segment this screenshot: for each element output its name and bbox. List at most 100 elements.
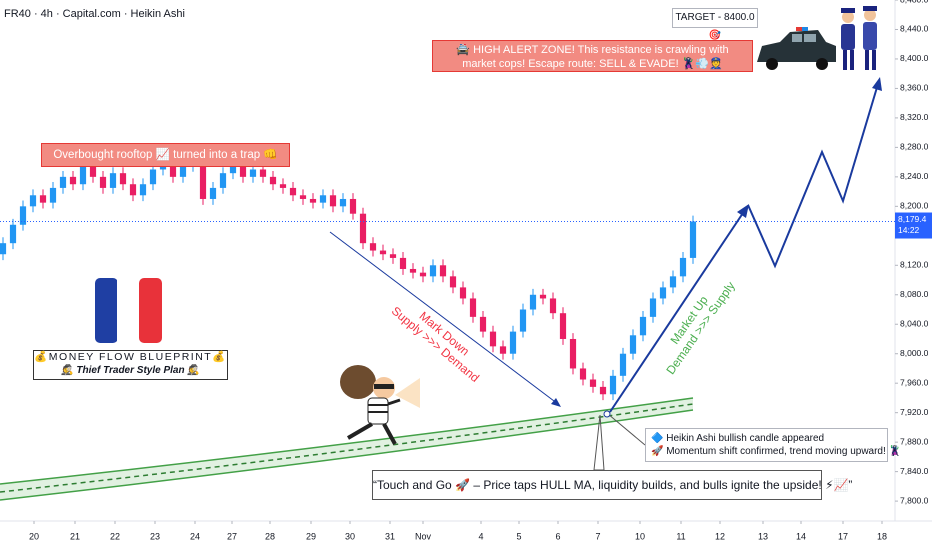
candle-body [329,195,337,207]
x-tick-label: 27 [227,531,237,541]
candle-body [249,169,257,177]
candle-body [549,298,557,314]
x-tick-label: 31 [385,531,395,541]
y-tick-label: 8,480.0 [900,0,929,4]
candle-body [229,165,237,174]
candle-body [679,257,687,277]
y-tick-label: 8,400.0 [900,53,929,63]
x-tick-label: 7 [595,531,600,541]
x-tick-label: 12 [715,531,725,541]
candle-body [279,184,287,188]
candle-body [119,173,127,185]
candle-body [339,198,347,207]
x-tick-label: 5 [516,531,521,541]
candle-body [399,257,407,269]
candle-body [349,198,357,214]
candle-body [59,176,67,188]
candle-body [579,368,587,380]
x-tick-label: 20 [29,531,39,541]
thief-illustration [340,365,420,445]
x-tick-label: 13 [758,531,768,541]
candle-body [239,165,247,177]
callout-box: 🔷 Heikin Ashi bullish candle appeared 🚀 … [645,428,901,462]
candle-body [519,309,527,332]
y-tick-label: 8,360.0 [900,83,929,93]
brand-title: 💰MONEY FLOW BLUEPRINT💰 [34,351,227,363]
candle-body [369,243,377,251]
candle-body [589,379,597,387]
arrowhead [551,398,561,407]
candle-body [49,187,57,203]
callout-line: 🔷 Heikin Ashi bullish candle appeared [651,433,825,444]
candle-body [489,331,497,347]
arrowhead [872,77,882,91]
candle-body [409,268,417,273]
candle-body [689,221,697,258]
candle-body [259,169,267,177]
rooftop-note: Overbought rooftop 📈 turned into a trap … [41,143,290,167]
candle-body [9,224,17,244]
y-tick-label: 8,200.0 [900,201,929,211]
alert-note: 🚔 HIGH ALERT ZONE! This resistance is cr… [432,40,753,72]
callout-pointer [607,413,646,446]
brand-box: 💰MONEY FLOW BLUEPRINT💰 🕵️ Thief Trader S… [33,350,228,380]
x-tick-label: 21 [70,531,80,541]
candle-body [209,187,217,199]
candle-body [429,265,437,277]
candle-body [39,195,47,203]
x-tick-label: 23 [150,531,160,541]
candle-body [509,331,517,354]
candle-body [359,213,367,244]
y-tick-label: 8,280.0 [900,142,929,152]
candle-body [79,165,87,185]
candle-body [379,250,387,255]
x-tick-label: 29 [306,531,316,541]
x-tick-label: 24 [190,531,200,541]
hull-lower [0,409,694,501]
countdown-label: 14:22 [898,225,920,235]
candle-body [439,265,447,277]
y-tick-label: 7,880.0 [900,436,929,446]
candle-body [129,184,137,196]
y-tick-label: 8,040.0 [900,318,929,328]
candle-body [529,294,537,310]
x-tick-label: 17 [838,531,848,541]
candle-body [389,254,397,258]
y-tick-label: 7,800.0 [900,495,929,505]
candle-body [569,338,577,369]
candle-body [599,386,607,395]
candle-body [69,176,77,185]
candle-body [479,316,487,332]
candle-body [109,173,117,188]
candle-body [639,316,647,336]
x-tick-label: Nov [415,531,432,541]
candle-body [0,243,7,255]
candle-body [669,276,677,288]
candle-body [199,154,207,199]
x-tick-label: 30 [345,531,355,541]
chart-title: FR40 · 4h · Capital.com · Heikin Ashi [4,8,185,20]
quote-box: “Touch and Go 🚀 – Price taps HULL MA, li… [372,470,852,500]
candle-body [29,195,37,207]
candle-body [459,287,467,299]
candle-body [179,165,187,177]
candle-body [169,162,177,177]
x-tick-label: 6 [555,531,560,541]
target-label: TARGET - 8400.0🎯 [672,8,758,41]
candle-body [539,294,547,299]
candle-body [419,272,427,277]
candle-body [319,195,327,203]
x-tick-label: 14 [796,531,806,541]
arrowhead [737,204,749,218]
brand-subtitle: 🕵️ Thief Trader Style Plan 🕵️ [61,365,200,376]
callout-line: 🚀 Momentum shift confirmed, trend moving… [651,446,901,457]
candle-body [289,187,297,196]
y-tick-label: 7,920.0 [900,407,929,417]
candle-body [89,165,97,177]
hull-mid [0,403,694,493]
candle-body [499,346,507,354]
y-tick-label: 7,840.0 [900,466,929,476]
candle-body [559,313,567,339]
y-tick-label: 8,000.0 [900,348,929,358]
